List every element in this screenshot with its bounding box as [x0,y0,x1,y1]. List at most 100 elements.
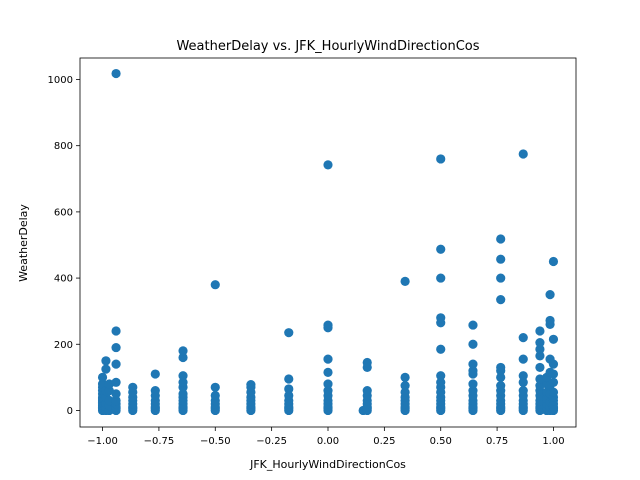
x-tick-label: −0.25 [256,436,287,447]
data-point [178,352,188,363]
data-point [436,377,446,387]
data-point [111,68,121,79]
data-point [535,326,545,336]
data-point [111,389,121,399]
data-point [535,362,545,373]
x-tick-label: −0.75 [144,436,175,447]
data-point [210,390,220,401]
data-point [111,395,121,406]
data-point [323,367,333,377]
data-point [518,377,528,387]
data-point [548,369,559,379]
data-point [178,371,188,381]
x-axis-ticks: −1.00 −0.75 −0.50 −0.25 0.00 0.25 0.50 0.75 1.00 [87,427,565,447]
data-point [518,333,528,343]
data-point [284,390,294,401]
data-point [436,154,446,164]
data-point [284,374,294,384]
data-point [362,357,372,368]
data-point [518,371,528,381]
y-tick-label: 600 [54,207,73,218]
data-point [111,342,121,353]
data-point [436,273,446,283]
data-point [496,362,506,373]
data-point [323,320,333,330]
data-point [548,256,559,267]
data-point [436,371,446,381]
data-point [210,382,220,392]
data-point [468,320,478,330]
data-point [548,359,559,369]
data-point [400,372,410,382]
x-tick-label: 1.00 [542,436,564,447]
data-point [518,354,528,364]
x-tick-label: 0.50 [430,436,452,447]
data-point [323,160,333,170]
x-tick-label: 0.75 [486,436,508,447]
data-point [178,346,188,356]
y-tick-label: 0 [67,406,73,417]
data-point [545,290,555,300]
data-point [468,386,478,396]
data-point [101,356,111,366]
data-point [535,344,545,354]
data-point [323,386,333,396]
data-point [400,387,410,397]
data-point [468,359,478,369]
data-point [496,273,506,283]
data-point [111,359,121,369]
data-point [436,244,446,254]
x-axis-label: JFK_HourlyWindDirectionCos [249,458,406,471]
data-point [535,338,545,348]
data-point [246,380,256,390]
data-point [97,372,108,382]
data-point [548,334,559,344]
plot-frame [79,57,577,428]
data-point [548,377,559,387]
data-point [496,294,506,305]
data-point [178,377,188,387]
x-tick-label: 0.25 [373,436,395,447]
data-point [496,234,506,244]
data-points [97,68,559,416]
data-point [150,369,160,379]
x-tick-label: −0.50 [200,436,231,447]
x-tick-label: −1.00 [87,436,118,447]
data-point [468,366,478,376]
plot-area [80,58,576,427]
data-point [496,254,506,264]
data-point [436,313,446,323]
data-point [111,377,121,387]
y-tick-label: 400 [54,274,73,285]
data-point [468,339,478,349]
data-point [150,386,160,396]
chart-title: WeatherDelay vs. JFK_HourlyWindDirection… [176,39,479,54]
x-tick-label: 0.00 [317,436,339,447]
data-point [535,351,545,361]
data-point [101,364,111,374]
data-point [284,328,294,338]
data-point [323,354,333,364]
data-point [210,280,220,290]
y-tick-label: 1000 [48,75,73,86]
y-axis-ticks: 0 200 400 600 800 1000 [48,75,80,417]
data-point [284,384,294,394]
data-point [548,387,559,397]
data-point [178,389,188,399]
data-point [128,382,138,392]
data-point [496,372,506,382]
y-axis-label: WeatherDelay [17,204,30,282]
data-point [362,386,372,396]
y-tick-label: 800 [54,141,73,152]
data-point [545,315,555,326]
y-tick-label: 200 [54,340,73,351]
data-point [323,379,333,389]
data-point [518,386,528,396]
data-point [468,379,478,389]
data-point [436,344,446,354]
data-point [496,381,506,391]
data-point [400,276,410,286]
data-point [400,381,410,391]
data-point [111,326,121,336]
